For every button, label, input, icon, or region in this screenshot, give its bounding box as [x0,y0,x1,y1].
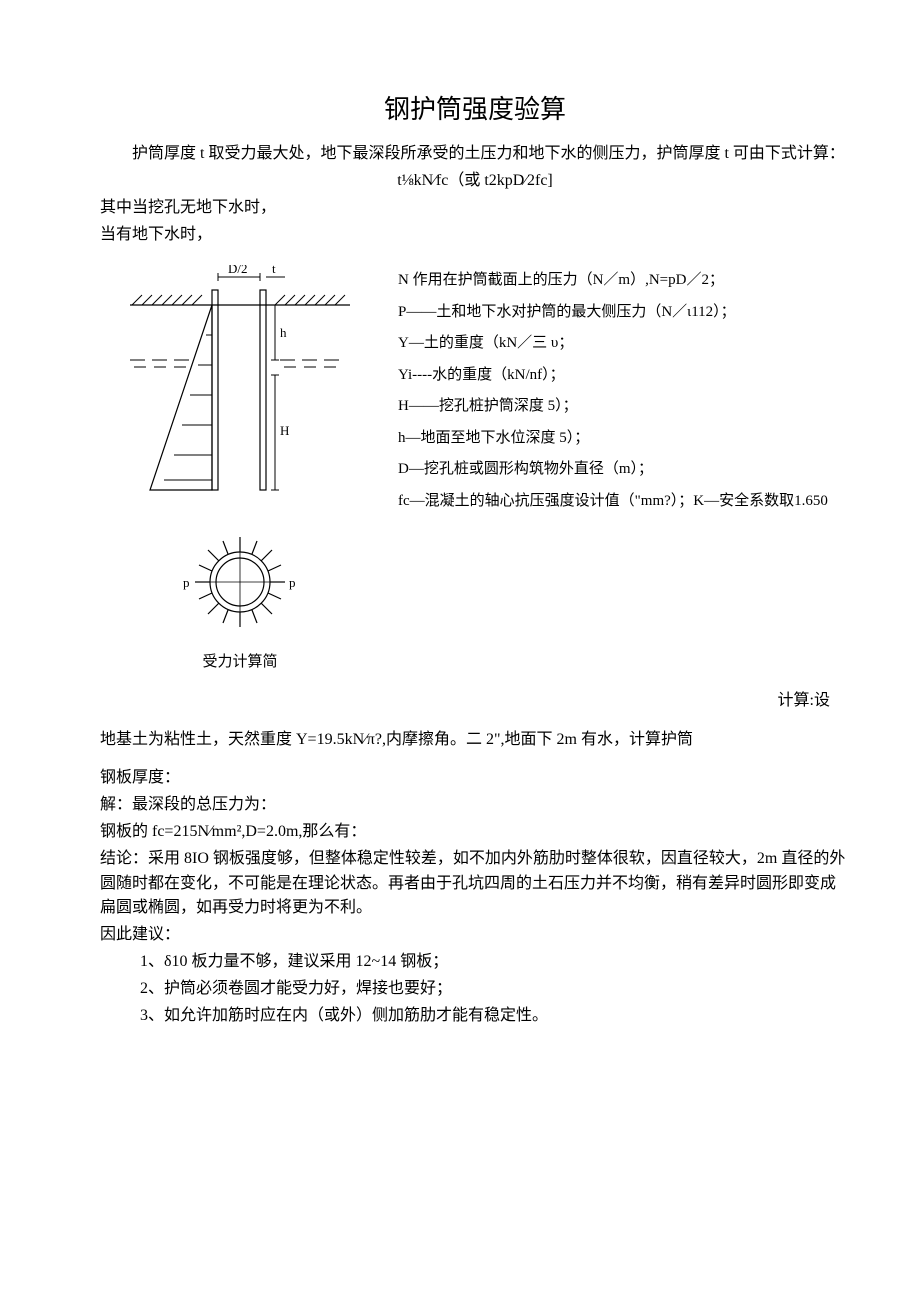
radial-pressure-diagram: p p [165,517,315,647]
suggest-label: 因此建议： [100,923,850,948]
label-H-upper: H [280,423,289,438]
def-line: fc—混凝土的轴心抗压强度设计值（"mm?）；K—安全系数取1.650 [398,486,850,518]
formula-line: t⅛kN⁄fc（或 t2kpD⁄2fc] [100,169,850,194]
problem-statement: 地基土为粘性土，天然重度 Y=19.5kN⁄π?,内摩擦角。二 2",地面下 2… [100,728,850,753]
figure-and-definitions: D/2 t h [100,265,850,674]
label-d2: D/2 [228,265,248,276]
condition-2: 当有地下水时， [100,223,850,248]
figure-caption: 受力计算简 [100,651,380,674]
solution-label: 解：最深段的总压力为： [100,793,850,818]
figure-column: D/2 t h [100,265,380,674]
def-line: D—挖孔桩或圆形构筑物外直径（m）； [398,454,850,486]
def-line: H——挖孔桩护筒深度 5）； [398,391,850,423]
def-line: P——土和地下水对护筒的最大侧压力（N／ɩ112）； [398,297,850,329]
suggestion-item: 1、δ10 板力量不够，建议采用 12~14 钢板； [140,950,850,975]
definitions-column: N 作用在护筒截面上的压力（N／m）,N=pD／2； P——土和地下水对护筒的最… [380,265,850,517]
def-line: Y—土的重度（kN／三 υ； [398,328,850,360]
intro-paragraph: 护筒厚度 t 取受力最大处，地下最深段所承受的土压力和地下水的侧压力，护筒厚度 … [100,142,850,167]
page-title: 钢护筒强度验算 [100,90,850,130]
label-p-right: p [289,575,296,590]
steel-fc-line: 钢板的 fc=215N⁄mm²,D=2.0m,那么有： [100,820,850,845]
suggestion-item: 2、护筒必须卷圆才能受力好，焊接也要好； [140,977,850,1002]
cross-section-diagram: D/2 t h [120,265,360,505]
suggestion-item: 3、如允许加筋时应在内（或外）侧加筋肋才能有稳定性。 [140,1004,850,1029]
steel-thickness-label: 钢板厚度： [100,766,850,791]
def-line: h—地面至地下水位深度 5）； [398,423,850,455]
document-page: 钢护筒强度验算 护筒厚度 t 取受力最大处，地下最深段所承受的土压力和地下水的侧… [0,0,920,1090]
condition-1: 其中当挖孔无地下水时， [100,196,850,221]
def-line: Yi----水的重度（kN/nf）； [398,360,850,392]
conclusion-paragraph: 结论：采用 8IO 钢板强度够，但整体稳定性较差，如不加内外筋肋时整体很软，因直… [100,847,850,921]
calc-label: 计算:设 [100,689,830,714]
label-t: t [272,265,276,276]
def-line: N 作用在护筒截面上的压力（N／m）,N=pD／2； [398,265,850,297]
label-p-left: p [183,575,190,590]
label-h: h [280,325,287,340]
